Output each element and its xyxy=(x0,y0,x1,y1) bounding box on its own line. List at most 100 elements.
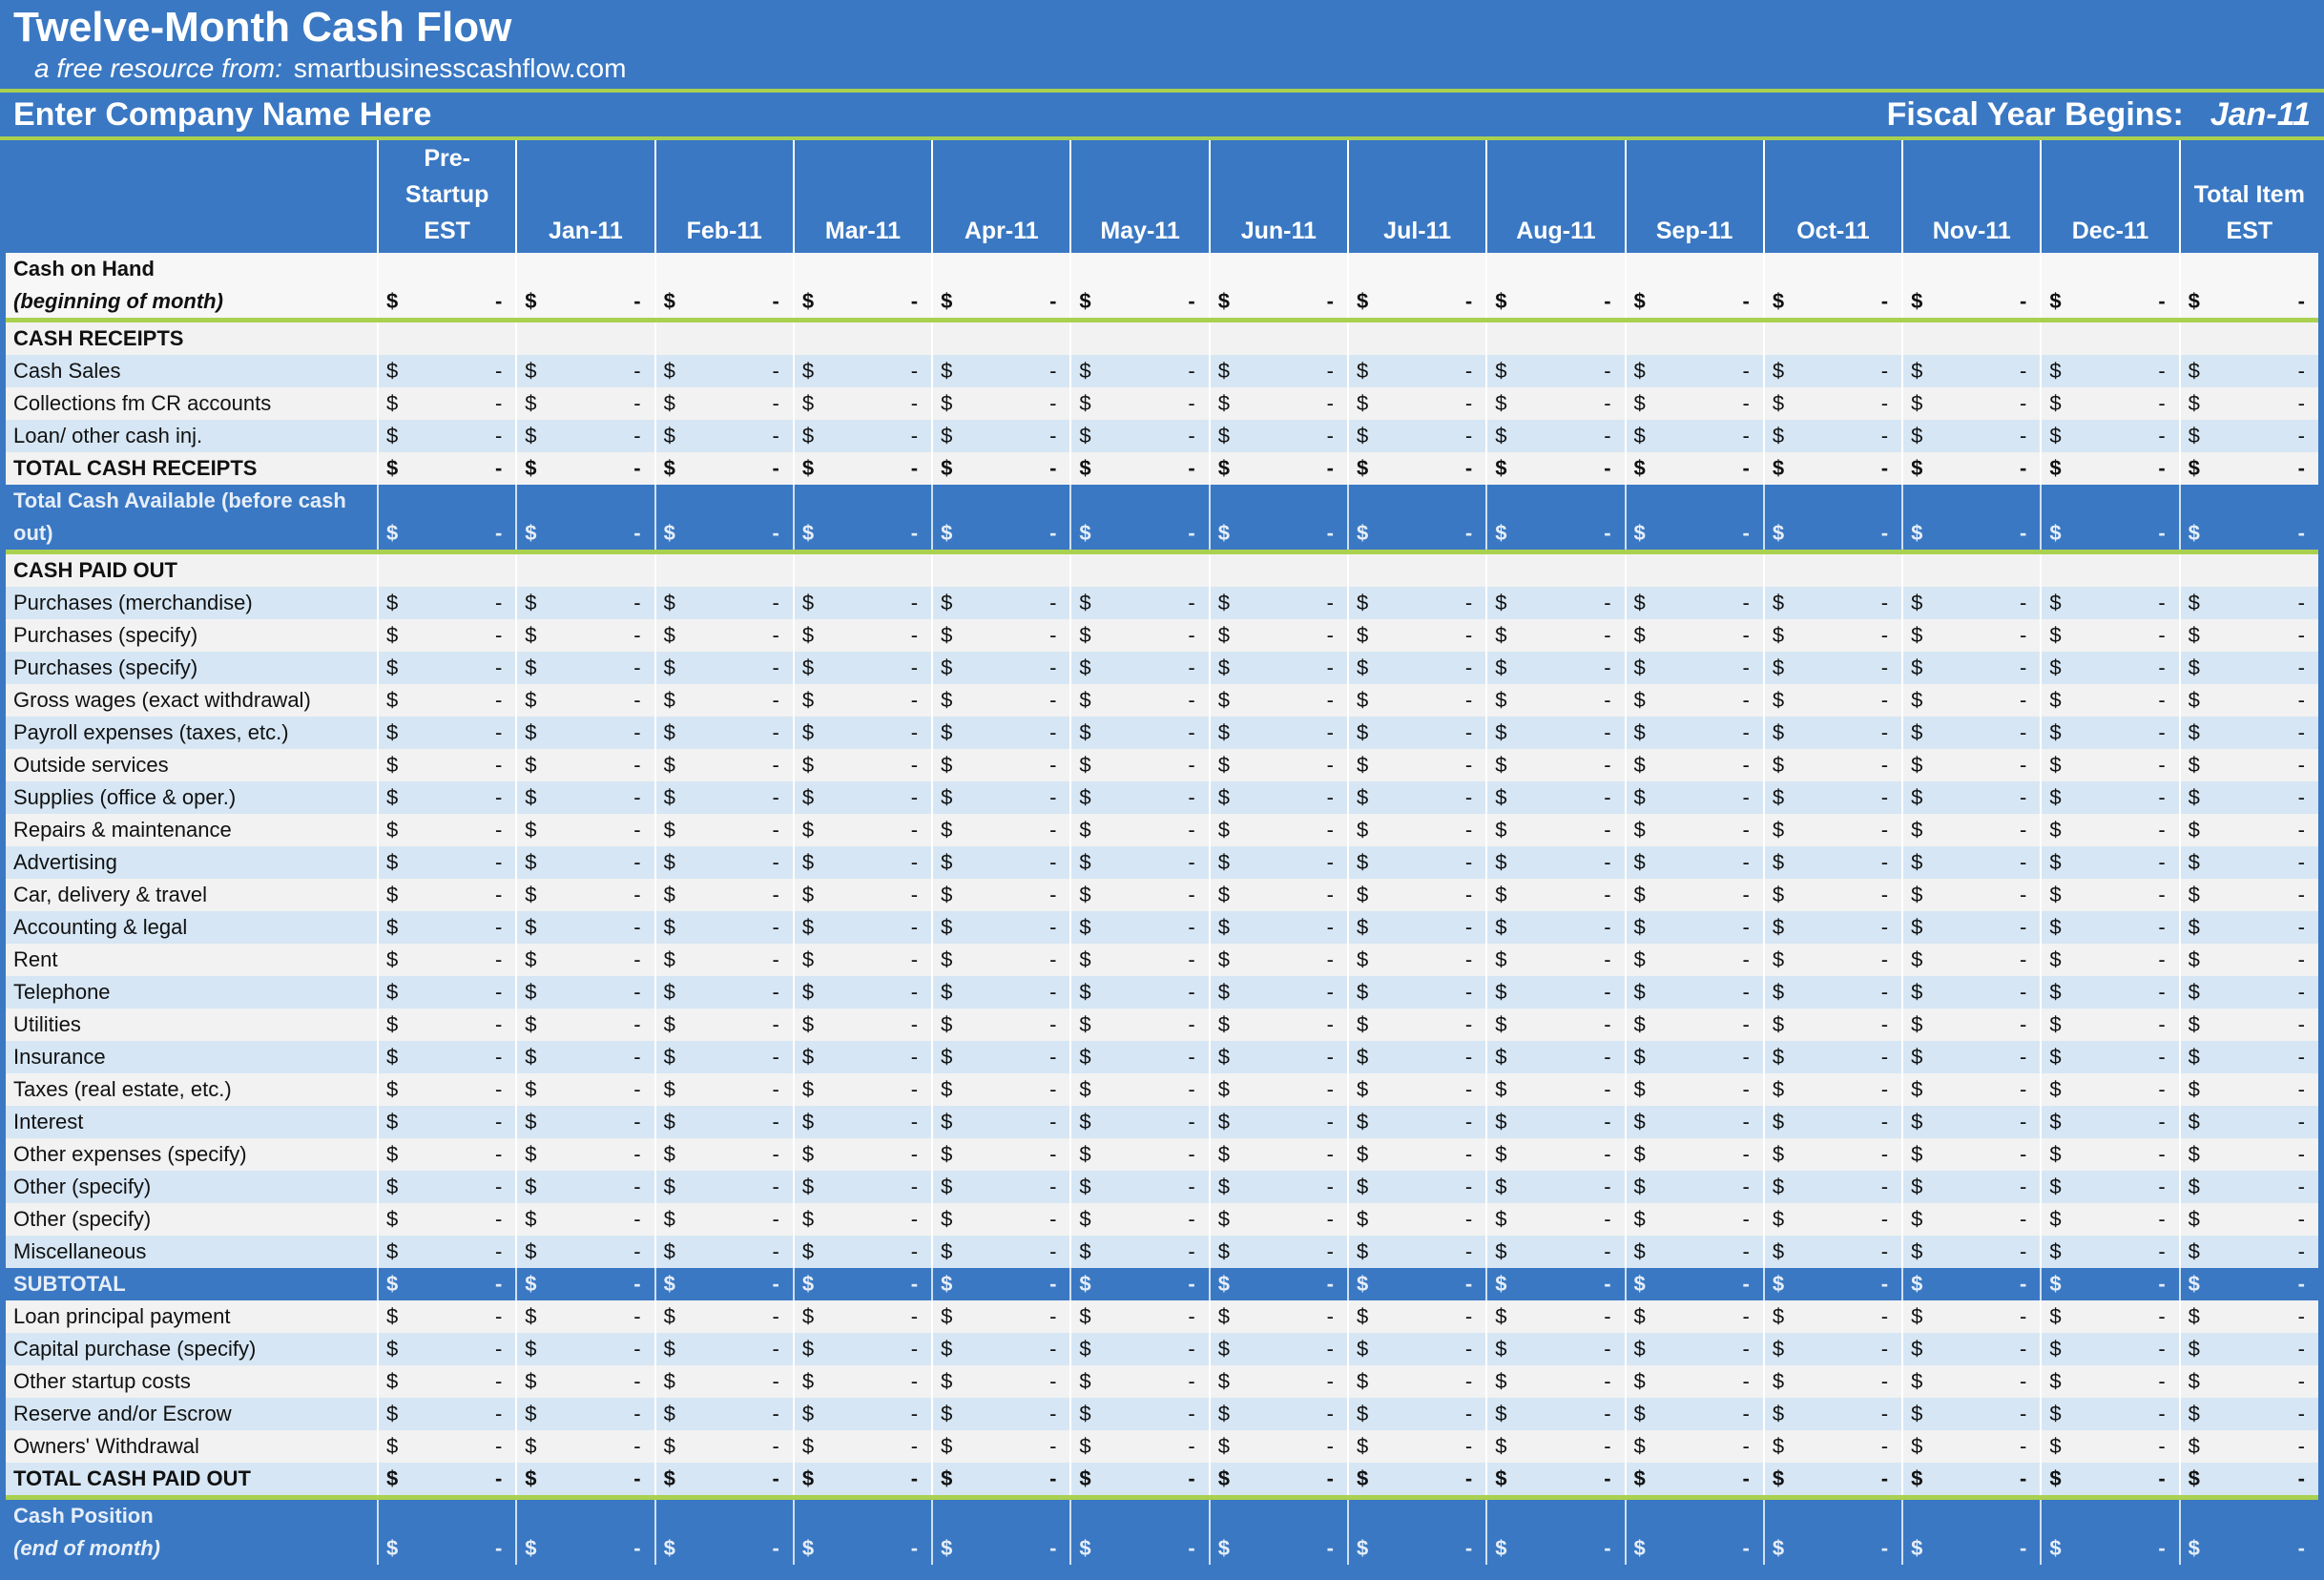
currency-symbol: $ xyxy=(1079,424,1091,447)
currency-symbol: $ xyxy=(663,1045,675,1069)
currency-symbol: $ xyxy=(1356,1207,1369,1231)
value-cell: $ - xyxy=(2040,1008,2180,1041)
value-cell: $ - xyxy=(1485,355,1626,387)
currency-symbol: $ xyxy=(663,947,675,971)
value-cell: $ - xyxy=(792,1041,933,1073)
currency-symbol: $ xyxy=(1633,1337,1646,1361)
value-cell: $ - xyxy=(1208,1463,1348,1500)
cell-value: - xyxy=(1464,359,1473,383)
value-cell: $ - xyxy=(1901,387,2042,420)
cell-value: - xyxy=(2020,1369,2027,1393)
value-cell: $ - xyxy=(931,717,1071,749)
cell-value: - xyxy=(1464,1466,1473,1490)
cell-value: - xyxy=(1464,720,1473,744)
value-cell: $ - xyxy=(515,1430,655,1463)
table-row: Car, delivery & travel $ - $ - $ - $ - $ - $ - $ - $ - $ -… xyxy=(6,879,2318,911)
row-label: Cash on Hand xyxy=(13,257,155,281)
currency-symbol: $ xyxy=(1495,1045,1507,1069)
value-cell: $ - xyxy=(376,1398,517,1430)
value-cell: $ - xyxy=(931,1365,1071,1398)
currency-symbol: $ xyxy=(386,1337,399,1361)
value-cell: $ - xyxy=(515,1073,655,1106)
currency-symbol: $ xyxy=(1911,785,1923,809)
currency-symbol: $ xyxy=(1495,1402,1507,1425)
currency-symbol: $ xyxy=(663,359,675,383)
currency-symbol: $ xyxy=(1356,1110,1369,1133)
value-cell: $ - xyxy=(1762,684,1903,717)
currency-symbol: $ xyxy=(1633,1272,1646,1296)
value-cell: $ - xyxy=(1762,387,1903,420)
value-cell xyxy=(1069,551,1210,587)
cell-value: - xyxy=(1464,915,1473,939)
currency-symbol: $ xyxy=(2049,915,2062,939)
cell-value: - xyxy=(1188,1077,1195,1101)
value-cell: $ - xyxy=(1485,846,1626,879)
cell-value: - xyxy=(1188,1272,1195,1296)
cell-value: - xyxy=(1049,1142,1057,1166)
currency-symbol: $ xyxy=(2188,456,2200,480)
cell-value: - xyxy=(772,1304,779,1328)
currency-symbol: $ xyxy=(1217,818,1230,842)
value-cell: $ - xyxy=(1485,1365,1626,1398)
currency-symbol: $ xyxy=(941,1337,953,1361)
value-cell: $ - xyxy=(1346,1203,1487,1236)
cell-value: - xyxy=(1464,456,1473,480)
column-header-line: Jul-11 xyxy=(1383,218,1452,244)
cell-value: - xyxy=(1464,1142,1473,1166)
value-cell xyxy=(1901,551,2042,587)
cell-value: - xyxy=(633,359,641,383)
cell-value: - xyxy=(633,785,641,809)
row-label-cell: Purchases (specify) xyxy=(6,652,378,684)
cell-value: - xyxy=(1464,1110,1473,1133)
currency-symbol: $ xyxy=(801,1077,815,1101)
value-cell: $ - xyxy=(931,1463,1071,1500)
currency-symbol: $ xyxy=(2188,1142,2200,1166)
cell-value: - xyxy=(494,1536,503,1560)
cell-value: - xyxy=(633,289,641,313)
value-cell: $ - xyxy=(515,1106,655,1138)
cell-value: - xyxy=(2297,883,2305,906)
currency-symbol: $ xyxy=(1772,915,1785,939)
value-cell: $ - xyxy=(1208,1203,1348,1236)
cell-value: - xyxy=(1464,1207,1473,1231)
value-cell: $ - xyxy=(931,911,1071,944)
cell-value: - xyxy=(772,591,779,614)
value-cell: $ - xyxy=(2178,1333,2318,1365)
fiscal-year-value[interactable]: Jan-11 xyxy=(2210,95,2311,133)
table-row: Miscellaneous $ - $ - $ - $ - $ - $ - $ - $ - $ - $ - $ - $ - $ - $… xyxy=(6,1236,2318,1268)
cell-value: - xyxy=(2158,289,2166,313)
value-cell: $ - xyxy=(2178,879,2318,911)
currency-symbol: $ xyxy=(2188,591,2200,614)
cell-value: - xyxy=(633,1239,641,1263)
currency-symbol: $ xyxy=(2188,1434,2200,1458)
cell-value: - xyxy=(1188,818,1195,842)
value-cell: $ - xyxy=(792,1236,933,1268)
cell-value: - xyxy=(633,1337,641,1361)
cell-value: - xyxy=(494,850,503,874)
value-cell: $ - xyxy=(1624,1236,1764,1268)
currency-symbol: $ xyxy=(525,424,537,447)
value-cell: $ - xyxy=(1346,911,1487,944)
currency-symbol: $ xyxy=(525,1012,537,1036)
value-cell: $ - xyxy=(792,619,933,652)
currency-symbol: $ xyxy=(2049,720,2062,744)
company-name[interactable]: Enter Company Name Here xyxy=(13,95,432,133)
currency-symbol: $ xyxy=(2049,883,2062,906)
value-cell: $ - xyxy=(1624,652,1764,684)
cell-value: - xyxy=(494,1434,503,1458)
currency-symbol: $ xyxy=(2188,655,2200,679)
value-cell: $ - xyxy=(654,911,794,944)
value-cell: $ - xyxy=(2178,1171,2318,1203)
currency-symbol: $ xyxy=(2188,883,2200,906)
cell-value: - xyxy=(1326,1402,1334,1425)
value-cell: $ - xyxy=(654,1138,794,1171)
currency-symbol: $ xyxy=(1633,688,1646,712)
value-cell: $ - xyxy=(1624,944,1764,976)
cell-value: - xyxy=(2297,391,2305,415)
cell-value: - xyxy=(2158,1337,2166,1361)
cell-value: - xyxy=(494,1402,503,1425)
currency-symbol: $ xyxy=(1495,456,1507,480)
value-cell: $ - xyxy=(1762,911,1903,944)
currency-symbol: $ xyxy=(1911,289,1923,313)
cell-value: - xyxy=(1188,1466,1195,1490)
